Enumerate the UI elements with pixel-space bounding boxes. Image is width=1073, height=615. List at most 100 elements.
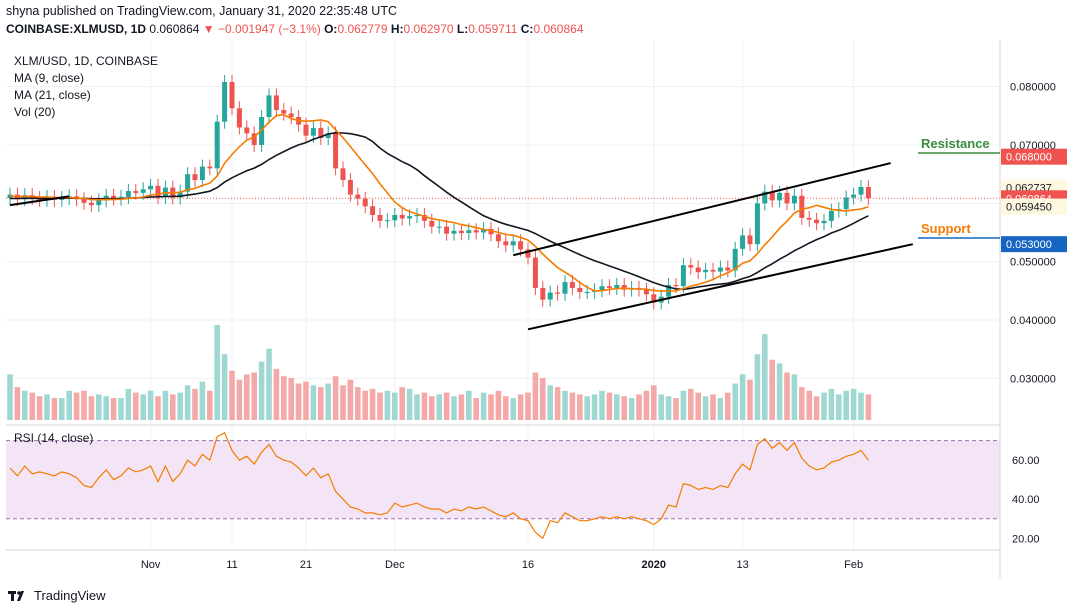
- candle-body: [355, 194, 361, 199]
- high-label: H:: [390, 22, 404, 36]
- candle-body: [851, 194, 857, 198]
- volume-bar: [288, 377, 294, 420]
- volume-bar: [125, 388, 132, 420]
- volume-bar: [81, 390, 87, 420]
- ma9-legend: MA (9, close): [14, 71, 84, 85]
- candle-body: [199, 166, 205, 180]
- early-trendline: [9, 195, 70, 207]
- candle-body: [125, 191, 131, 197]
- symbol-label: COINBASE:XLMUSD, 1D: [6, 22, 147, 36]
- volume-bar: [636, 394, 642, 420]
- ohlc-line: COINBASE:XLMUSD, 1D 0.060864 ▼ −0.001947…: [6, 22, 584, 36]
- volume-bar: [303, 381, 309, 420]
- volume-bar: [281, 376, 287, 420]
- volume-bar: [59, 398, 65, 420]
- ma21-legend: MA (21, close): [14, 88, 91, 102]
- candle-body: [340, 168, 346, 180]
- volume-bar: [310, 385, 317, 420]
- candle-body: [643, 289, 649, 295]
- candle-body: [577, 287, 583, 292]
- candle-body: [481, 229, 487, 233]
- time-tick-label: 2020: [642, 559, 666, 571]
- candle-body: [148, 185, 154, 190]
- candle-body: [414, 215, 420, 217]
- volume-bar: [199, 381, 206, 420]
- volume-bar: [192, 388, 198, 420]
- candle-body: [717, 267, 723, 272]
- volume-bar: [791, 374, 798, 420]
- volume-bar: [429, 396, 435, 420]
- rsi-legend: RSI (14, close): [14, 431, 93, 445]
- candle-body: [473, 230, 479, 233]
- volume-bar: [273, 368, 280, 420]
- candle-body: [525, 249, 531, 258]
- candle-body: [384, 220, 390, 222]
- candle-body: [185, 174, 191, 192]
- volume-bar: [865, 394, 872, 420]
- volume-bar: [828, 388, 835, 420]
- candle-body: [518, 241, 524, 250]
- volume-bar: [236, 379, 243, 420]
- publisher-line: shyna published on TradingView.com, Janu…: [6, 4, 397, 18]
- lower-channel-line: [527, 243, 914, 331]
- candle-body: [88, 202, 94, 206]
- volume-bar: [362, 390, 368, 420]
- volume-bar: [66, 390, 72, 420]
- price-badge: [1001, 236, 1067, 253]
- volume-bar: [207, 390, 213, 420]
- moving-averages: [9, 113, 869, 292]
- candle-body: [732, 248, 738, 271]
- volume-bar: [221, 354, 228, 420]
- candle-body: [540, 287, 546, 300]
- candle-body: [177, 191, 183, 198]
- volume-bar: [44, 394, 50, 420]
- rsi-tick-label: 40.00: [1012, 494, 1040, 506]
- volume-bar: [784, 372, 790, 420]
- price-badge: [1001, 198, 1067, 215]
- candle-body: [680, 265, 686, 287]
- candle-body: [865, 187, 871, 199]
- volume-bar: [170, 394, 176, 420]
- volume-bar: [147, 390, 154, 420]
- candle-body: [236, 108, 242, 128]
- footer-brand[interactable]: TradingView: [8, 588, 106, 603]
- price-tick-label: 0.050000: [1010, 257, 1056, 269]
- volume-bar: [258, 361, 265, 420]
- price-badge-label: 0.059450: [1006, 202, 1052, 214]
- volume-bar: [251, 372, 257, 420]
- candle-body: [214, 121, 220, 169]
- candles: [7, 75, 871, 310]
- volume-bar: [495, 390, 502, 420]
- candle-body: [710, 269, 716, 272]
- price-change: −0.001947 (−3.1%): [218, 22, 321, 36]
- candle-body: [510, 241, 516, 246]
- volume-bar: [118, 398, 124, 420]
- volume-bar: [769, 359, 775, 420]
- candle-body: [673, 285, 679, 287]
- volume-bar: [355, 387, 361, 420]
- candle-body: [310, 128, 316, 136]
- volume-bar: [36, 396, 43, 420]
- volume-bar: [414, 394, 420, 420]
- candle-body: [251, 133, 257, 145]
- rsi-band: [6, 440, 1000, 519]
- volume-bar: [554, 387, 561, 420]
- volume-bar: [177, 392, 183, 420]
- candle-body: [266, 95, 272, 117]
- candle-body: [843, 197, 849, 210]
- volume-legend: Vol (20): [14, 105, 55, 119]
- volume-bar: [103, 396, 109, 420]
- candle-body: [562, 282, 568, 294]
- volume-bar: [377, 392, 383, 420]
- volume-bar: [436, 394, 442, 420]
- rsi-panel: [6, 431, 1000, 540]
- volume-bar: [295, 383, 302, 420]
- tradingview-logo-icon: [8, 590, 24, 601]
- candle-body: [229, 82, 235, 109]
- volume-bar: [569, 392, 576, 420]
- volume-bar: [392, 392, 398, 420]
- candle-body: [399, 215, 405, 219]
- time-tick-label: Feb: [844, 559, 863, 571]
- candle-body: [444, 226, 450, 234]
